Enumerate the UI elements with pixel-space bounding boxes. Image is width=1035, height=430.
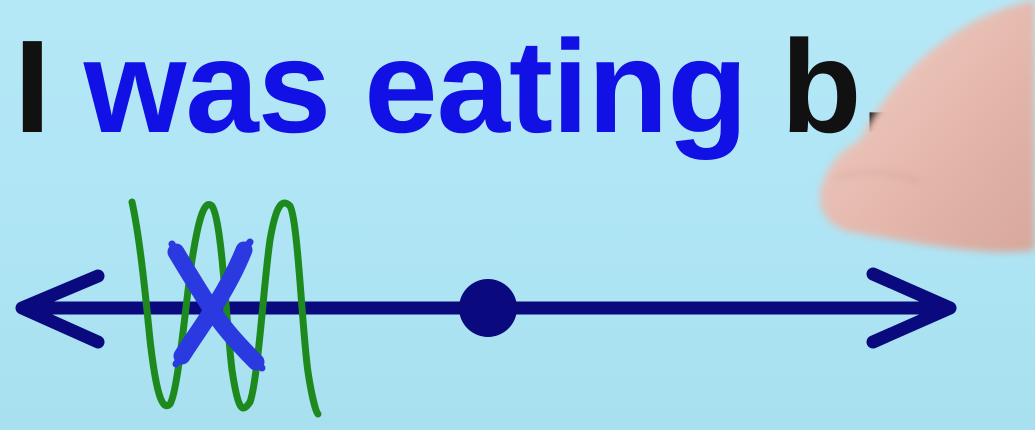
subject-word: I [14,13,51,160]
main-verb-word: eating [364,13,748,160]
left-arrowhead-icon [15,269,105,349]
right-arrowhead-icon [866,267,957,349]
present-point-icon [459,279,517,337]
auxiliary-verb-word: was [83,13,331,160]
x-mark-icon [167,238,266,372]
